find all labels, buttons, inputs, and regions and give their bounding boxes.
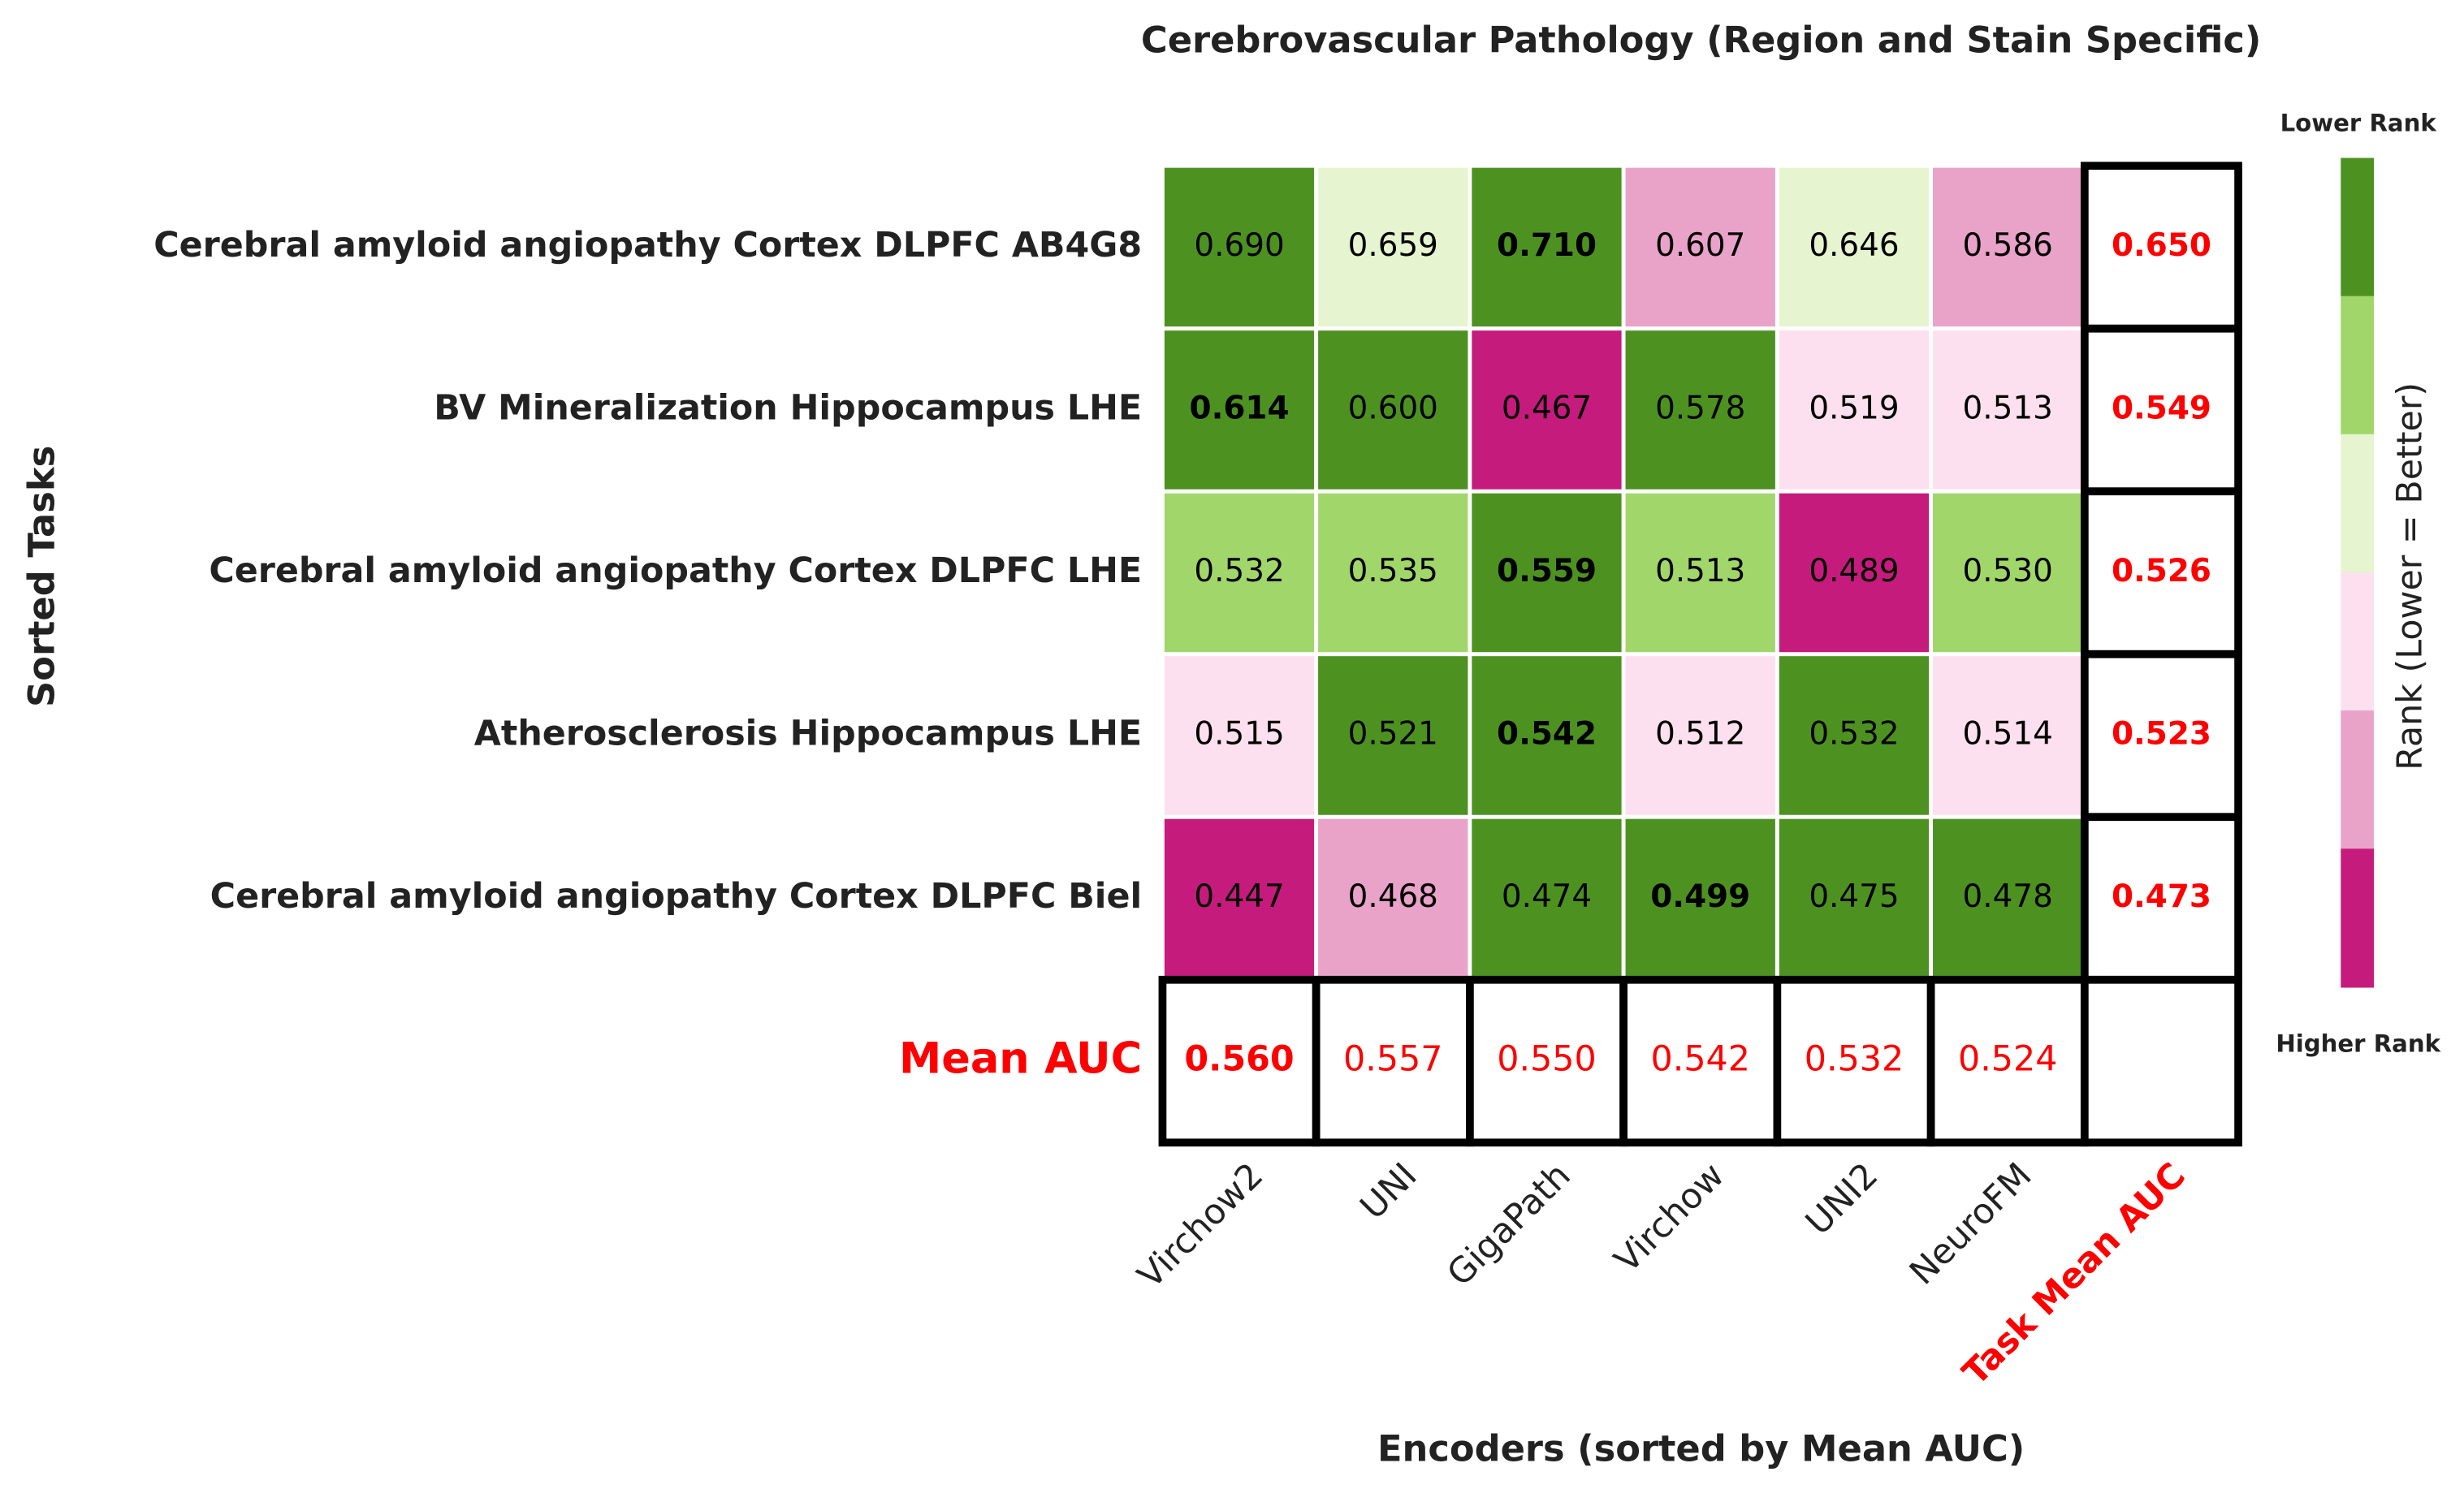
- heatmap-cell: [1929, 489, 2087, 657]
- cell-label: 0.513: [1655, 553, 1745, 589]
- heatmap-cell: [1160, 814, 1319, 982]
- heatmap-cell: [1929, 652, 2087, 819]
- row-label: Cerebral amyloid angiopathy Cortex DLPFC…: [153, 225, 1142, 265]
- cell-label: 0.515: [1194, 716, 1284, 753]
- cell-label: 0.614: [1190, 390, 1290, 426]
- cell-label: 0.475: [1809, 878, 1899, 915]
- heatmap-cell: [1160, 326, 1319, 494]
- cell-label: 0.489: [1809, 553, 1899, 589]
- cell-label: 0.578: [1655, 390, 1745, 426]
- row-label: Atherosclerosis Hippocampus LHE: [474, 714, 1142, 754]
- colorbar-band: [2341, 572, 2375, 712]
- cell-label: 0.468: [1348, 878, 1438, 915]
- colorbar-title: Rank (Lower = Better): [2389, 382, 2430, 770]
- mean-row-label: 0.557: [1343, 1039, 1442, 1080]
- empty-corner-cell: [2080, 975, 2242, 1147]
- cell-label: 0.535: [1348, 553, 1438, 589]
- mean-row-label: 0.532: [1805, 1039, 1904, 1080]
- cell-label: 0.600: [1348, 390, 1438, 426]
- heatmap-cell: [1314, 489, 1472, 657]
- column-label: UNI2: [1798, 1155, 1886, 1243]
- cell-label: 0.532: [1194, 553, 1284, 589]
- cell-label: 0.521: [1348, 716, 1438, 753]
- cell-label: 0.530: [1963, 553, 2053, 589]
- cell-label: 0.586: [1963, 227, 2053, 264]
- heatmap-cell: [1160, 163, 1319, 331]
- heatmap-cell: [1929, 163, 2087, 331]
- column-label: Virchow: [1606, 1155, 1732, 1281]
- heatmap-cell: [1160, 652, 1319, 819]
- heatmap-cell: [1314, 163, 1472, 331]
- cell-label: 0.690: [1194, 227, 1284, 264]
- cell-label: 0.710: [1497, 227, 1597, 264]
- mean-row-cell: [1466, 975, 1628, 1147]
- cell-label: 0.532: [1809, 716, 1899, 753]
- row-label: BV Mineralization Hippocampus LHE: [434, 387, 1142, 428]
- column-label: GigaPath: [1439, 1155, 1578, 1294]
- heatmap-cell: [1775, 326, 1934, 494]
- cell-label: 0.499: [1650, 878, 1750, 915]
- mean-row-label: 0.560: [1184, 1039, 1294, 1080]
- y-axis-title: Sorted Tasks: [19, 446, 63, 707]
- cell-label: 0.659: [1348, 227, 1438, 264]
- cell-label: 0.513: [1963, 390, 2053, 426]
- heatmap-cell: [1775, 489, 1934, 657]
- mean-row-cell: [1926, 975, 2089, 1147]
- mean-row-cell: [1773, 975, 1935, 1147]
- column-label: UNI: [1352, 1155, 1424, 1228]
- cell-label: 0.542: [1497, 716, 1597, 753]
- cell-label: 0.646: [1809, 227, 1899, 264]
- cell-label: 0.467: [1502, 390, 1592, 426]
- heatmap-cell: [1468, 814, 1626, 982]
- mean-row-label: 0.524: [1958, 1039, 2057, 1080]
- colorbar-band: [2341, 848, 2375, 988]
- task-mean-label: 0.526: [2112, 553, 2211, 589]
- cell-label: 0.519: [1809, 390, 1899, 426]
- row-label: Cerebral amyloid angiopathy Cortex DLPFC…: [209, 550, 1142, 591]
- row-label: Cerebral amyloid angiopathy Cortex DLPFC…: [210, 876, 1142, 917]
- colorbar-band: [2341, 710, 2375, 850]
- cell-label: 0.447: [1194, 878, 1284, 915]
- heatmap-cell: [1468, 489, 1626, 657]
- heatmap-cell: [1314, 652, 1472, 819]
- mean-row-label: 0.542: [1651, 1039, 1750, 1080]
- task-mean-label: 0.650: [2112, 227, 2211, 264]
- colorbar-band: [2341, 434, 2375, 573]
- cell-label: 0.512: [1655, 716, 1745, 753]
- cell-label: 0.478: [1963, 878, 2053, 915]
- mean-row-cell: [1158, 975, 1321, 1147]
- cell-label: 0.514: [1963, 716, 2053, 753]
- mean-row-title: Mean AUC: [899, 1034, 1142, 1084]
- heatmap-cell: [1468, 326, 1626, 494]
- heatmap-cell: [1621, 489, 1779, 657]
- x-axis-title: Encoders (sorted by Mean AUC): [1377, 1426, 2025, 1470]
- cell-label: 0.607: [1655, 227, 1745, 264]
- task-mean-label: 0.549: [2112, 390, 2211, 426]
- mean-row-cell: [1312, 975, 1474, 1147]
- colorbar-bottom-label: Higher Rank: [2276, 1029, 2440, 1057]
- colorbar-top-label: Lower Rank: [2280, 110, 2437, 137]
- cell-label: 0.559: [1497, 553, 1597, 589]
- column-label: Virchow2: [1130, 1155, 1271, 1297]
- task-mean-label: 0.523: [2112, 716, 2211, 753]
- task-mean-label: 0.473: [2112, 878, 2211, 915]
- cell-label: 0.474: [1502, 878, 1592, 915]
- colorbar-band: [2341, 158, 2375, 297]
- chart-title: Cerebrovascular Pathology (Region and St…: [1141, 19, 2261, 62]
- column-label: NeuroFM: [1902, 1155, 2040, 1293]
- colorbar-band: [2341, 296, 2375, 435]
- mean-row-label: 0.550: [1497, 1039, 1596, 1080]
